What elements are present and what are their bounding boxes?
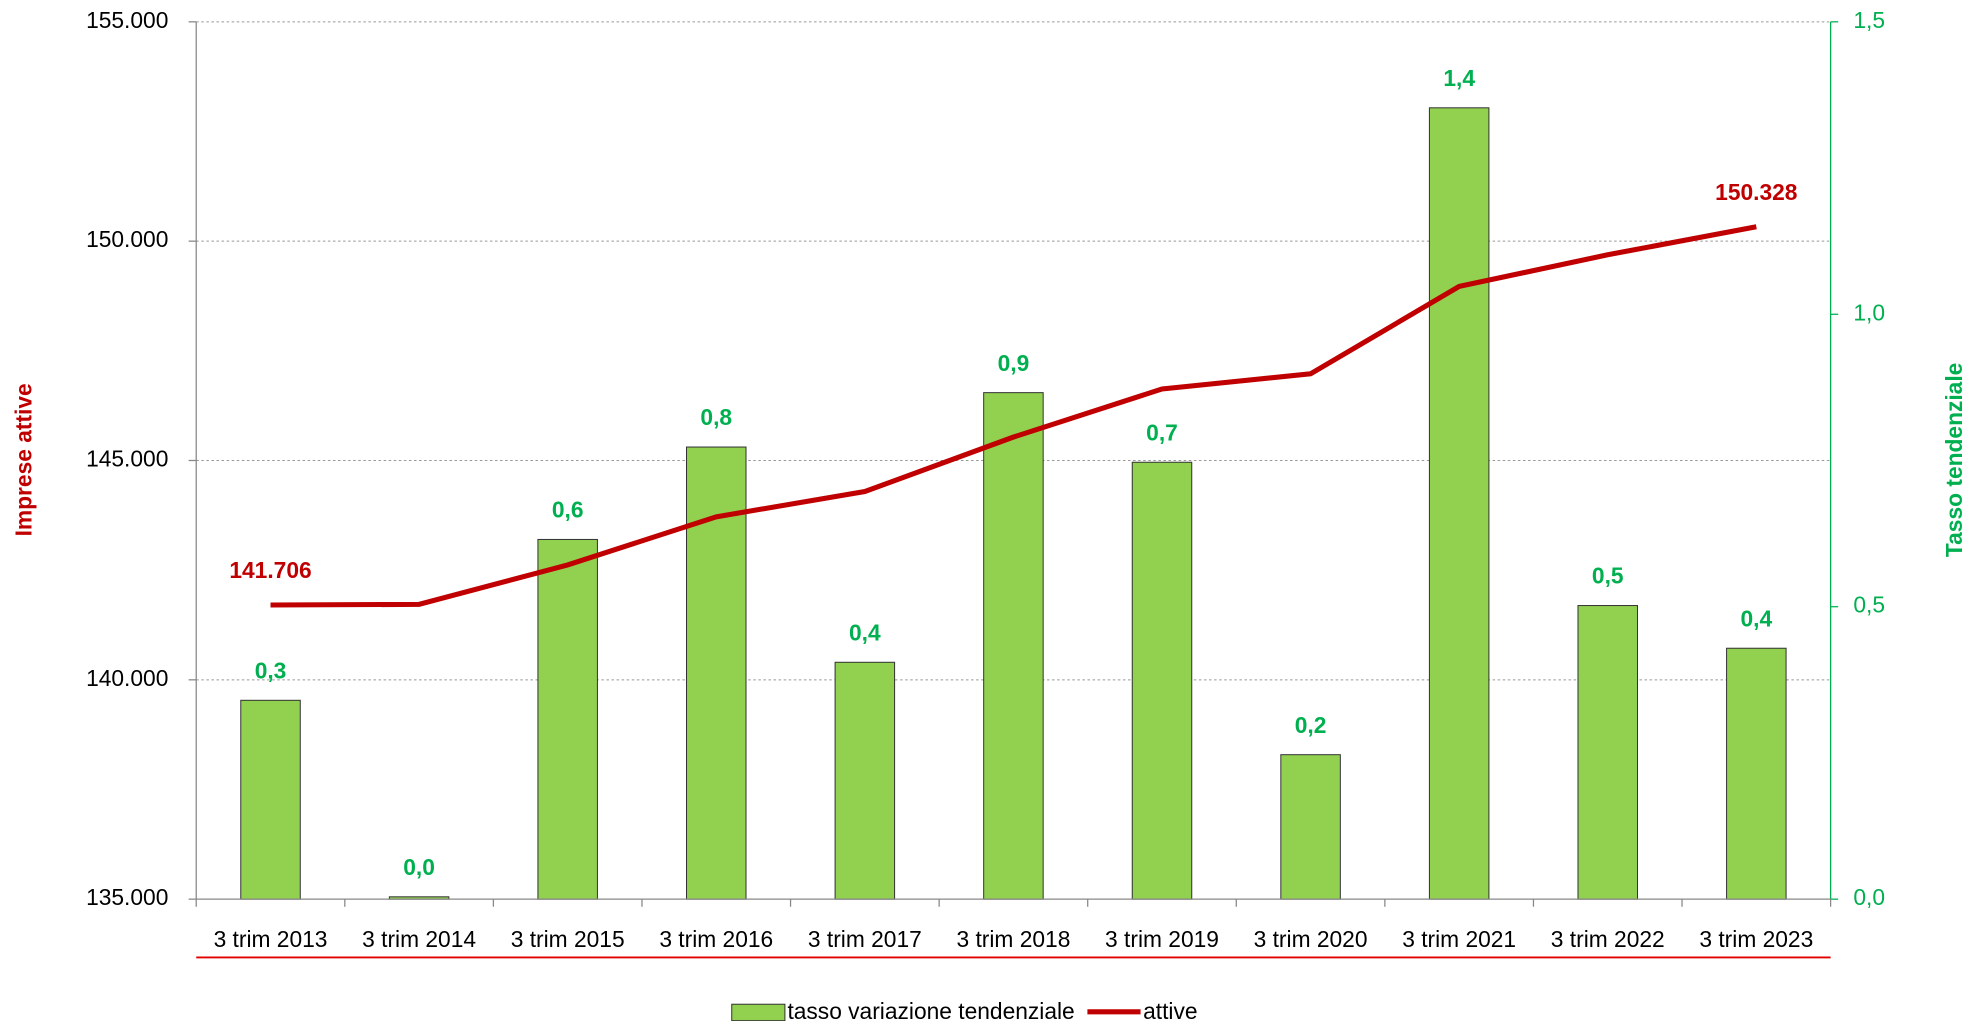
bar [1428,107,1490,900]
x-tick-label: 3 trim 2022 [1551,926,1665,952]
bar-value-label: 0,6 [552,497,584,523]
x-tick-label: 3 trim 2020 [1254,926,1368,952]
bar [1577,605,1639,900]
x-tick-label: 3 trim 2015 [511,926,625,952]
y2-tick-label: 1,0 [1853,299,1885,325]
x-tick-label: 3 trim 2013 [214,926,328,952]
bar-value-label: 0,5 [1592,563,1624,589]
bar-value-label: 0,4 [1740,605,1772,631]
y2-tick-label: 1,5 [1853,7,1885,33]
x-tick-label: 3 trim 2021 [1402,926,1516,952]
y2-tick-label: 0,0 [1853,884,1885,910]
y-tick-label: 140.000 [86,665,168,691]
x-tick-label: 3 trim 2019 [1105,926,1219,952]
bar [240,699,301,900]
y2-tick-label: 0,5 [1853,592,1885,618]
bar [834,661,896,900]
legend-label: tasso variazione tendenziale [787,998,1074,1021]
bar-value-label: 0,7 [1146,419,1178,445]
bar [983,392,1044,900]
x-tick-label: 3 trim 2016 [659,926,773,952]
bar [1726,647,1787,900]
bar [1131,461,1193,900]
y-tick-label: 145.000 [86,446,168,472]
line-value-label: 150.328 [1715,179,1797,205]
x-tick-label: 3 trim 2017 [808,926,922,952]
x-tick-label: 3 trim 2023 [1699,926,1813,952]
bar [1280,754,1341,900]
y2-axis-title: Tasso tendenziale [1941,363,1967,557]
line-value-label: 141.706 [229,557,311,583]
legend-swatch [731,1003,786,1021]
y-tick-label: 155.000 [86,7,168,33]
bar-value-label: 0,4 [849,619,881,645]
bar [537,538,598,900]
line [270,224,1757,608]
bar-value-label: 0,0 [403,854,435,880]
x-tick-label: 3 trim 2018 [956,926,1070,952]
y-axis-title: Imprese attive [10,383,36,536]
bar-value-label: 1,4 [1443,65,1475,91]
x-tick-label: 3 trim 2014 [362,926,476,952]
bar-value-label: 0,9 [998,350,1030,376]
y-tick-label: 135.000 [86,884,168,910]
bar-value-label: 0,8 [700,404,732,430]
legend-label: attive [1143,998,1197,1021]
y-tick-label: 150.000 [86,226,168,252]
bar-value-label: 0,3 [255,657,287,683]
bar-value-label: 0,2 [1295,712,1327,738]
